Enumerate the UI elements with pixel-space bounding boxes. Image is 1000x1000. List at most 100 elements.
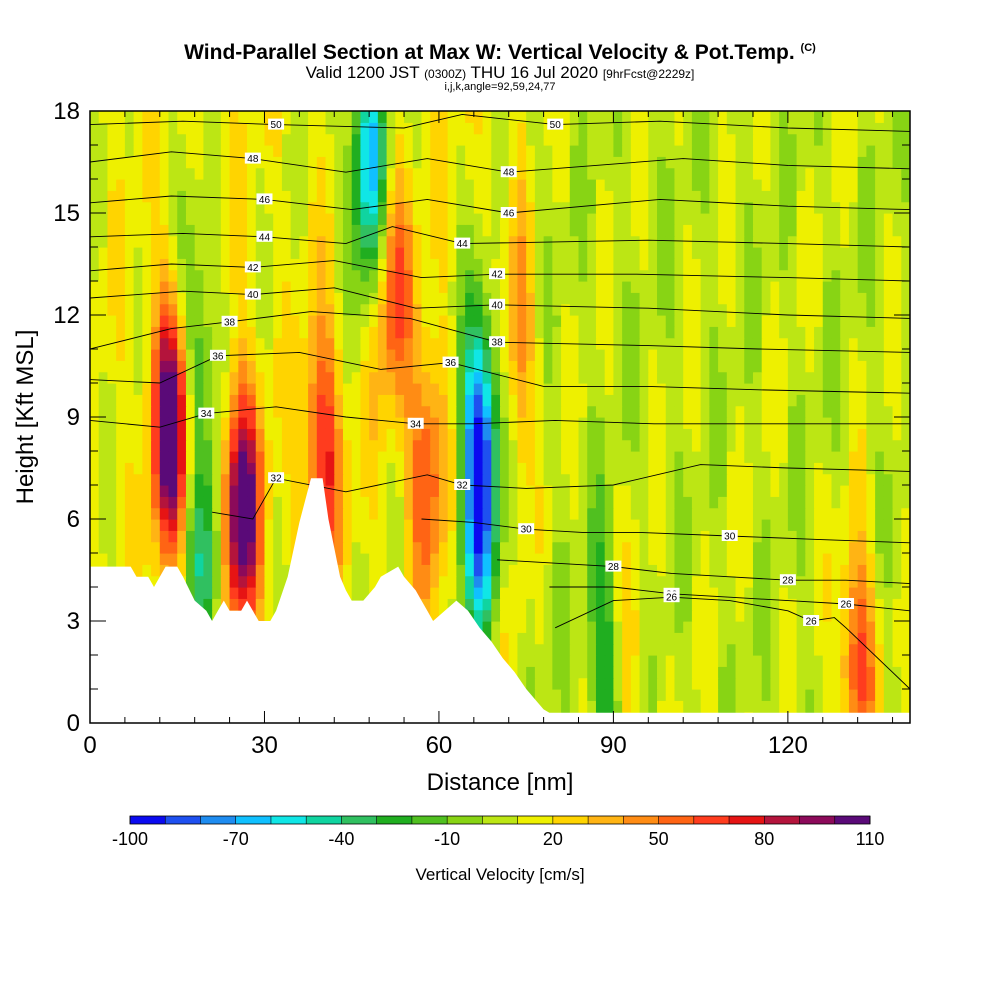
velocity-cell: [700, 417, 710, 429]
velocity-cell: [709, 632, 719, 645]
velocity-cell: [438, 553, 449, 565]
velocity-cell: [587, 666, 597, 679]
velocity-cell: [194, 541, 204, 554]
velocity-cell: [255, 315, 266, 327]
velocity-cell: [866, 292, 876, 305]
velocity-cell: [779, 677, 789, 690]
velocity-cell: [613, 247, 623, 259]
velocity-cell: [831, 337, 841, 350]
velocity-cell: [133, 247, 143, 259]
velocity-cell: [508, 473, 519, 486]
velocity-cell: [517, 224, 527, 237]
velocity-cell: [604, 145, 614, 157]
velocity-cell: [552, 496, 562, 509]
velocity-cell: [814, 428, 824, 441]
velocity-cell: [255, 213, 266, 225]
velocity-cell: [630, 235, 641, 248]
velocity-cell: [194, 496, 204, 509]
velocity-cell: [500, 179, 510, 191]
velocity-cell: [124, 553, 135, 565]
velocity-cell: [752, 609, 763, 622]
velocity-cell: [412, 394, 423, 407]
velocity-cell: [351, 417, 362, 429]
velocity-cell: [168, 133, 178, 146]
velocity-cell: [151, 337, 161, 350]
velocity-cell: [700, 349, 710, 361]
velocity-cell: [814, 632, 824, 645]
velocity-cell: [700, 666, 710, 679]
velocity-cell: [247, 496, 257, 509]
velocity-cell: [831, 167, 841, 180]
velocity-cell: [639, 666, 649, 679]
velocity-cell: [543, 541, 553, 554]
velocity-cell: [316, 428, 327, 441]
velocity-cell: [308, 269, 318, 282]
velocity-cell: [473, 564, 484, 577]
velocity-cell: [770, 269, 780, 282]
velocity-cell: [238, 269, 248, 282]
velocity-cell: [709, 281, 719, 293]
velocity-cell: [116, 247, 126, 259]
velocity-cell: [709, 383, 719, 395]
velocity-cell: [421, 417, 431, 429]
velocity-cell: [578, 541, 588, 554]
velocity-cell: [883, 156, 894, 169]
velocity-cell: [805, 315, 815, 327]
velocity-cell: [552, 213, 562, 225]
velocity-cell: [107, 303, 117, 316]
velocity-cell: [848, 145, 859, 157]
velocity-cell: [290, 213, 300, 225]
velocity-cell: [901, 303, 910, 316]
velocity-cell: [587, 371, 597, 384]
velocity-cell: [657, 598, 667, 611]
velocity-cell: [709, 349, 719, 361]
velocity-cell: [700, 122, 710, 135]
velocity-cell: [700, 201, 710, 214]
velocity-cell: [456, 281, 466, 293]
velocity-cell: [831, 360, 841, 373]
velocity-cell: [500, 575, 510, 588]
velocity-cell: [369, 439, 379, 452]
velocity-cell: [534, 326, 545, 339]
velocity-cell: [622, 326, 632, 339]
velocity-cell: [857, 235, 867, 248]
velocity-cell: [473, 315, 484, 327]
velocity-cell: [438, 167, 449, 180]
velocity-cell: [805, 564, 815, 577]
velocity-cell: [691, 643, 702, 656]
velocity-cell: [534, 371, 545, 384]
velocity-cell: [508, 564, 519, 577]
velocity-cell: [395, 247, 405, 259]
velocity-cell: [822, 145, 833, 157]
velocity-cell: [212, 156, 222, 169]
velocity-cell: [805, 507, 815, 520]
velocity-cell: [342, 383, 353, 395]
velocity-cell: [491, 394, 501, 407]
velocity-cell: [822, 224, 833, 237]
velocity-cell: [351, 575, 362, 588]
velocity-cell: [735, 213, 745, 225]
velocity-cell: [622, 145, 632, 157]
velocity-cell: [552, 247, 562, 259]
velocity-cell: [752, 496, 763, 509]
velocity-cell: [630, 179, 641, 191]
velocity-cell: [482, 235, 492, 248]
velocity-cell: [883, 326, 894, 339]
velocity-cell: [787, 145, 798, 157]
velocity-cell: [552, 564, 562, 577]
velocity-cell: [238, 530, 248, 543]
velocity-cell: [796, 315, 806, 327]
velocity-cell: [622, 541, 632, 554]
velocity-cell: [404, 303, 414, 316]
velocity-cell: [657, 145, 667, 157]
velocity-cell: [831, 462, 841, 475]
velocity-cell: [814, 269, 824, 282]
velocity-cell: [334, 519, 344, 531]
velocity-cell: [308, 190, 318, 203]
velocity-cell: [630, 519, 641, 531]
velocity-cell: [203, 530, 213, 543]
velocity-cell: [465, 292, 475, 305]
velocity-cell: [657, 609, 667, 622]
velocity-cell: [883, 655, 894, 667]
velocity-cell: [796, 553, 806, 565]
